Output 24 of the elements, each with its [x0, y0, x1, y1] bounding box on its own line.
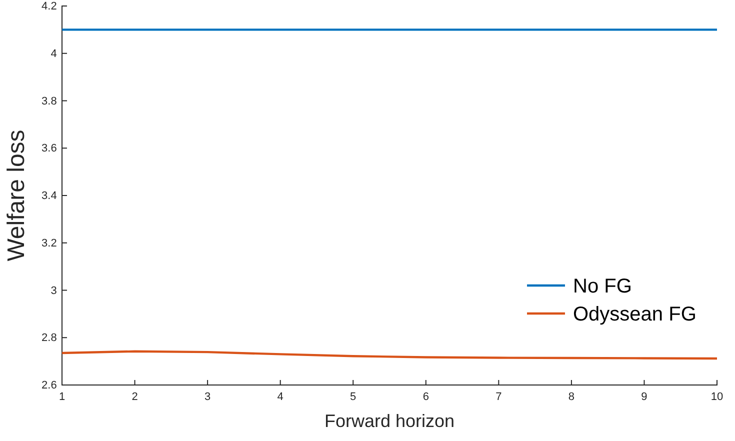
x-tick-label: 7 — [496, 391, 502, 404]
y-tick-label: 3.8 — [42, 95, 57, 108]
y-tick-label: 2.8 — [42, 332, 57, 344]
x-axis-title: Forward horizon — [324, 411, 455, 431]
x-tick-label: 5 — [350, 391, 356, 404]
x-tick-label: 2 — [132, 391, 138, 404]
x-tick-label: 9 — [641, 391, 648, 404]
legend-label: Odyssean FG — [573, 304, 696, 326]
y-tick-label: 3.6 — [42, 142, 57, 155]
y-tick-label: 3 — [50, 284, 57, 297]
line-series — [60, 350, 718, 360]
y-axis-title: Welfare loss — [3, 130, 30, 262]
x-tick-label: 8 — [568, 391, 575, 404]
y-tick-label: 2.6 — [42, 380, 57, 392]
y-tick-label: 3.2 — [42, 237, 57, 250]
legend-label: No FG — [573, 276, 632, 298]
x-tick-label: 10 — [710, 391, 724, 404]
x-tick-label: 1 — [58, 391, 66, 404]
y-tick-label: 4.2 — [42, 0, 57, 13]
x-tick-label: 4 — [277, 391, 284, 404]
y-tick-label: 3.4 — [42, 190, 57, 202]
y-tick-label: 4 — [50, 48, 57, 60]
x-tick-label: 3 — [204, 391, 211, 404]
x-tick-label: 6 — [422, 391, 429, 404]
